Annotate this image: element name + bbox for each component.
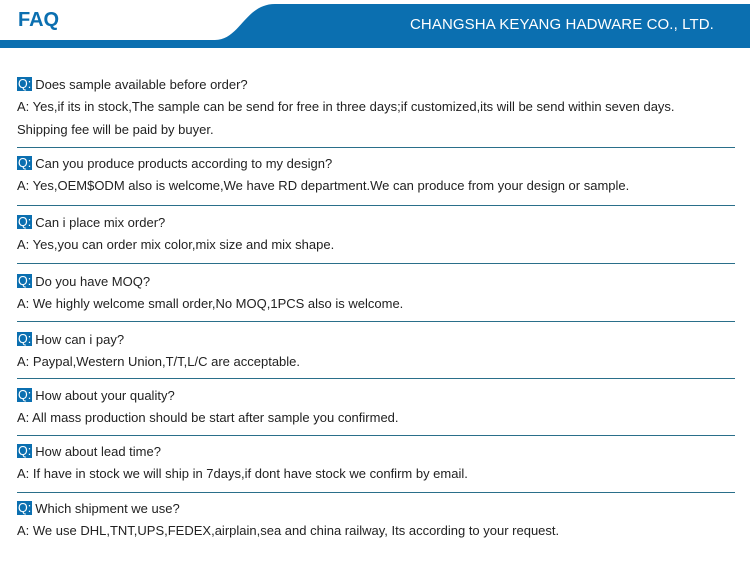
divider (17, 435, 735, 436)
question-text: Can you produce products according to my… (35, 156, 333, 171)
answer-text: A: Yes,if its in stock,The sample can be… (17, 99, 675, 114)
question-text: Does sample available before order? (35, 77, 248, 92)
faq-item: Q: Can i place mix order? A: Yes,you can o… (17, 213, 737, 256)
faq-question: Q: How about your quality? (17, 386, 737, 406)
answer-text: A: Yes,OEM$ODM also is welcome,We have R… (17, 178, 630, 193)
faq-item: Q: Does sample available before order? A: … (17, 75, 737, 141)
question-badge: Q: (17, 77, 33, 91)
answer-text: A: Paypal,Western Union,T/T,L/C are acce… (17, 354, 301, 369)
faq-question: Q: Can i place mix order? (17, 213, 737, 233)
divider (17, 321, 735, 322)
question-text: Which shipment we use? (35, 501, 180, 516)
faq-question: Q: Does sample available before order? (17, 75, 737, 95)
divider (17, 263, 735, 264)
faq-item: Q: How about your quality? A: All mass pro… (17, 386, 737, 429)
answer-text: Shipping fee will be paid by buyer. (17, 122, 214, 137)
page-title: FAQ (18, 9, 60, 31)
header-wave-shape (0, 4, 750, 48)
faq-question: Q: Do you have MOQ? (17, 272, 737, 292)
question-badge: Q: (17, 501, 33, 515)
answer-text: A: We use DHL,TNT,UPS,FEDEX,airplain,sea… (17, 523, 560, 538)
faq-question: Q: Can you produce products according to … (17, 154, 737, 174)
answer-text: A: If have in stock we will ship in 7day… (17, 466, 468, 481)
question-badge: Q: (17, 156, 33, 170)
question-text: How about lead time? (35, 444, 161, 459)
faq-item: Q: Can you produce products according to … (17, 154, 737, 197)
divider (17, 378, 735, 379)
question-badge: Q: (17, 274, 33, 288)
faq-item: Q: How about lead time? A: If have in stoc… (17, 442, 737, 485)
faq-question: Q: Which shipment we use? (17, 499, 737, 519)
divider (17, 147, 735, 148)
faq-item: Q: How can i pay? A: Paypal,Western Union,… (17, 330, 737, 373)
question-badge: Q: (17, 332, 33, 346)
question-text: How about your quality? (35, 388, 175, 403)
faq-item: Q: Which shipment we use? A: We use DHL,TN… (17, 499, 737, 542)
answer-text: A: Yes,you can order mix color,mix size … (17, 237, 335, 252)
answer-text: A: We highly welcome small order,No MOQ,… (17, 296, 404, 311)
question-badge: Q: (17, 215, 33, 229)
company-name: CHANGSHA KEYANG HADWARE CO., LTD. (410, 16, 714, 33)
question-text: Can i place mix order? (35, 215, 166, 230)
header-banner: FAQ CHANGSHA KEYANG HADWARE CO., LTD. (0, 0, 750, 50)
faq-question: Q: How can i pay? (17, 330, 737, 350)
faq-item: Q: Do you have MOQ? A: We highly welcome s… (17, 272, 737, 315)
faq-question: Q: How about lead time? (17, 442, 737, 462)
question-badge: Q: (17, 388, 33, 402)
question-badge: Q: (17, 444, 33, 458)
question-text: How can i pay? (35, 332, 125, 347)
divider (17, 492, 735, 493)
answer-text: A: All mass production should be start a… (17, 410, 399, 425)
question-text: Do you have MOQ? (35, 274, 151, 289)
divider (17, 205, 735, 206)
